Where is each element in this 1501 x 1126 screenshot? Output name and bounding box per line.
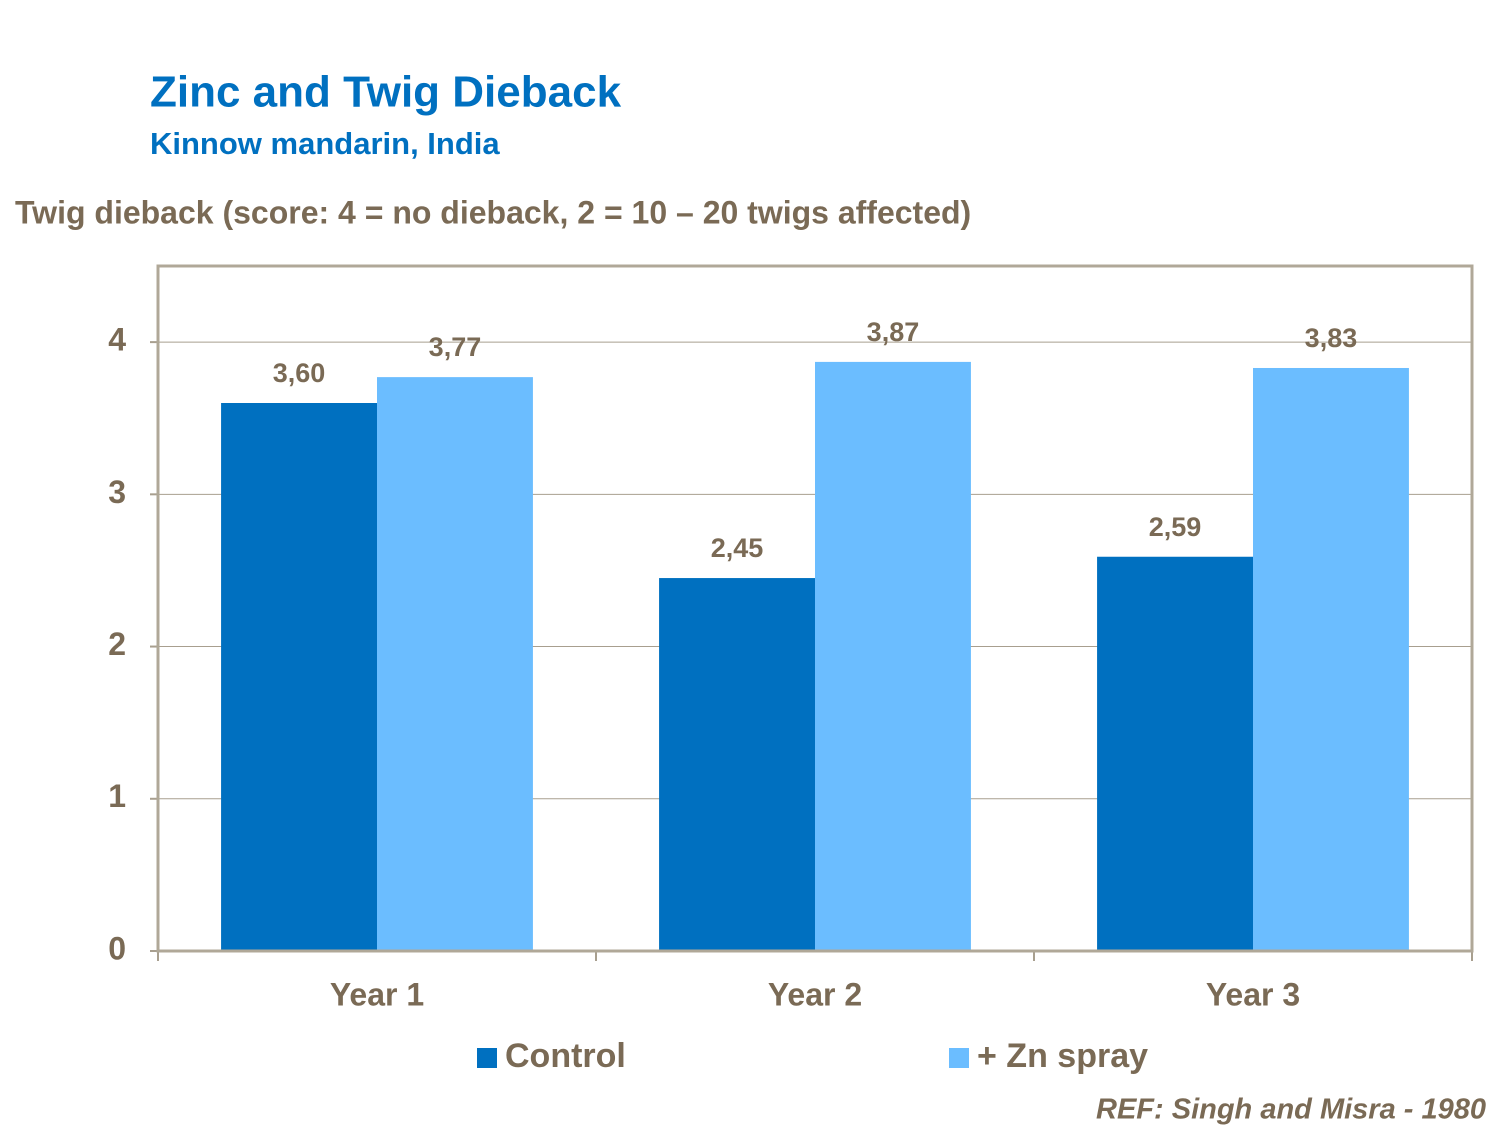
bar <box>377 377 533 952</box>
bar <box>221 403 377 951</box>
legend-swatch <box>477 1048 497 1068</box>
bar <box>815 361 971 951</box>
legend-swatch <box>949 1048 969 1068</box>
legend-label: + Zn spray <box>977 1037 1148 1075</box>
value-label: 3,77 <box>429 332 482 362</box>
bar <box>1097 556 1253 951</box>
value-label: 3,60 <box>273 358 326 388</box>
value-label: 2,45 <box>711 533 764 563</box>
bar <box>659 578 815 951</box>
x-tick-label: Year 1 <box>330 976 424 1012</box>
y-tick-label: 1 <box>108 778 126 814</box>
value-label: 3,87 <box>867 317 920 347</box>
y-tick-label: 2 <box>108 626 126 662</box>
x-tick-label: Year 2 <box>768 976 862 1012</box>
value-label: 2,59 <box>1149 512 1202 542</box>
plot-frame <box>156 264 1474 953</box>
y-tick-label: 3 <box>108 474 126 510</box>
legend-label: Control <box>505 1037 626 1075</box>
y-axis-label: Twig dieback (score: 4 = no dieback, 2 =… <box>15 194 971 230</box>
chart-subtitle: Kinnow mandarin, India <box>150 126 500 161</box>
x-tick-label: Year 3 <box>1206 976 1300 1012</box>
bar <box>1253 367 1409 951</box>
y-tick-label: 0 <box>108 930 126 966</box>
chart-title: Zinc and Twig Dieback <box>150 68 622 117</box>
value-label: 3,83 <box>1305 323 1358 353</box>
y-tick-label: 4 <box>108 322 126 358</box>
reference-note: REF: Singh and Misra - 1980 <box>1096 1094 1486 1126</box>
